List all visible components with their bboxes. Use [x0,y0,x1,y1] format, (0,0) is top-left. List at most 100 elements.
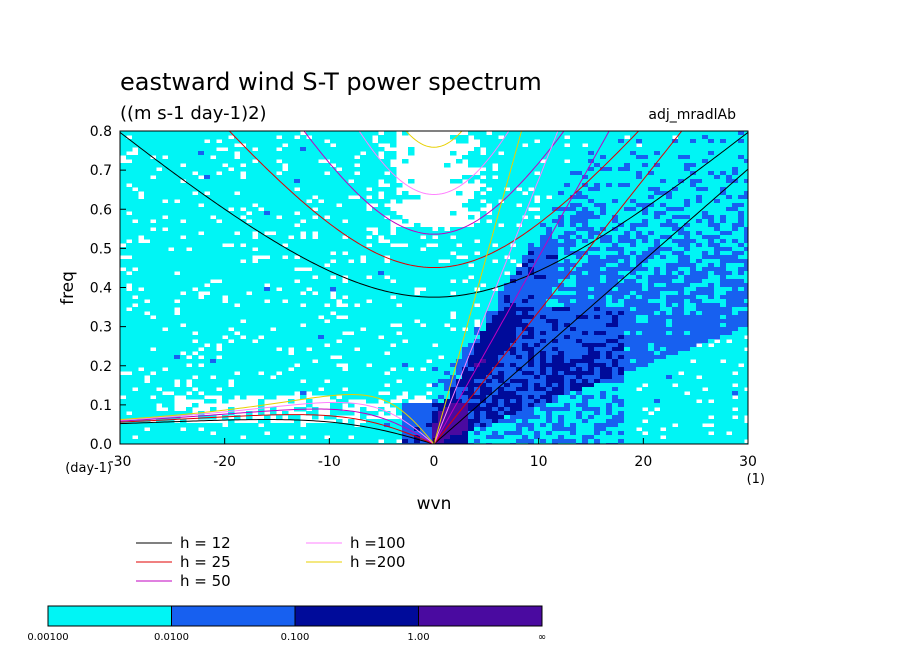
spectrum-cell [594,183,601,188]
spectrum-cell [498,155,505,160]
spectrum-cell [390,303,397,308]
spectrum-cell [516,211,523,216]
spectrum-cell [600,227,607,232]
spectrum-cell [660,135,667,140]
spectrum-cell [306,279,313,284]
spectrum-cell [246,275,253,280]
spectrum-cell [390,179,397,184]
spectrum-cell [366,239,373,244]
spectrum-cell [288,199,295,204]
spectrum-cell [354,239,361,244]
spectrum-cell [390,139,397,144]
spectrum-cell [384,291,391,296]
spectrum-cell [576,255,583,260]
spectrum-cell [636,323,643,328]
spectrum-cell [210,323,217,328]
spectrum-cell [594,223,601,228]
spectrum-cell [426,271,433,276]
spectrum-cell [624,279,631,284]
spectrum-cell [618,167,625,172]
spectrum-cell [318,171,325,176]
spectrum-cell [360,195,367,200]
spectrum-cell [618,251,625,256]
spectrum-cell [378,279,385,284]
spectrum-cell [594,179,601,184]
spectrum-cell [144,247,151,252]
spectrum-cell [648,331,655,336]
spectrum-cell [216,311,223,316]
spectrum-cell [516,315,523,320]
spectrum-cell [198,135,205,140]
spectrum-cell [570,323,577,328]
spectrum-cell [438,327,445,332]
spectrum-cell [360,251,367,256]
spectrum-cell [618,299,625,304]
spectrum-cell [300,147,307,152]
spectrum-cell [132,203,139,208]
spectrum-cell [444,315,451,320]
spectrum-cell [534,319,541,324]
spectrum-cell [690,195,697,200]
spectrum-cell [390,335,397,340]
spectrum-cell [588,295,595,300]
spectrum-cell [186,227,193,232]
spectrum-cell [318,143,325,148]
spectrum-cell [666,267,673,272]
spectrum-cell [552,143,559,148]
spectrum-cell [594,259,601,264]
spectrum-cell [174,335,181,340]
spectrum-cell [648,135,655,140]
spectrum-cell [162,219,169,224]
spectrum-cell [510,143,517,148]
spectrum-cell [534,219,541,224]
spectrum-cell [156,299,163,304]
spectrum-cell [528,203,535,208]
spectrum-cell [156,155,163,160]
spectrum-cell [534,303,541,308]
spectrum-cell [252,167,259,172]
spectrum-cell [186,219,193,224]
spectrum-cell [702,211,709,216]
spectrum-cell [282,335,289,340]
spectrum-cell [714,207,721,212]
spectrum-cell [210,195,217,200]
spectrum-cell [606,283,613,288]
spectrum-cell [354,219,361,224]
spectrum-cell [690,219,697,224]
spectrum-cell [672,243,679,248]
spectrum-cell [600,147,607,152]
spectrum-cell [324,315,331,320]
spectrum-cell [300,263,307,268]
spectrum-cell [210,259,217,264]
spectrum-cell [456,343,463,348]
spectrum-cell [606,227,613,232]
spectrum-cell [606,215,613,220]
spectrum-cell [342,215,349,220]
spectrum-cell [510,171,517,176]
spectrum-cell [510,343,517,348]
spectrum-cell [156,339,163,344]
spectrum-cell [198,159,205,164]
spectrum-cell [654,335,661,340]
spectrum-cell [294,335,301,340]
spectrum-cell [696,335,703,340]
spectrum-cell [288,135,295,140]
spectrum-cell [714,179,721,184]
spectrum-cell [600,283,607,288]
spectrum-cell [366,183,373,188]
spectrum-cell [744,179,748,184]
spectrum-cell [546,303,553,308]
spectrum-cell [336,187,343,192]
spectrum-cell [732,223,739,228]
spectrum-cell [558,143,565,148]
spectrum-cell [552,235,559,240]
spectrum-cell [138,283,145,288]
spectrum-cell [696,307,703,312]
spectrum-cell [258,331,265,336]
spectrum-cell [312,187,319,192]
spectrum-cell [180,207,187,212]
spectrum-cell [456,279,463,284]
spectrum-cell [216,155,223,160]
spectrum-cell [492,159,499,164]
spectrum-cell [576,203,583,208]
